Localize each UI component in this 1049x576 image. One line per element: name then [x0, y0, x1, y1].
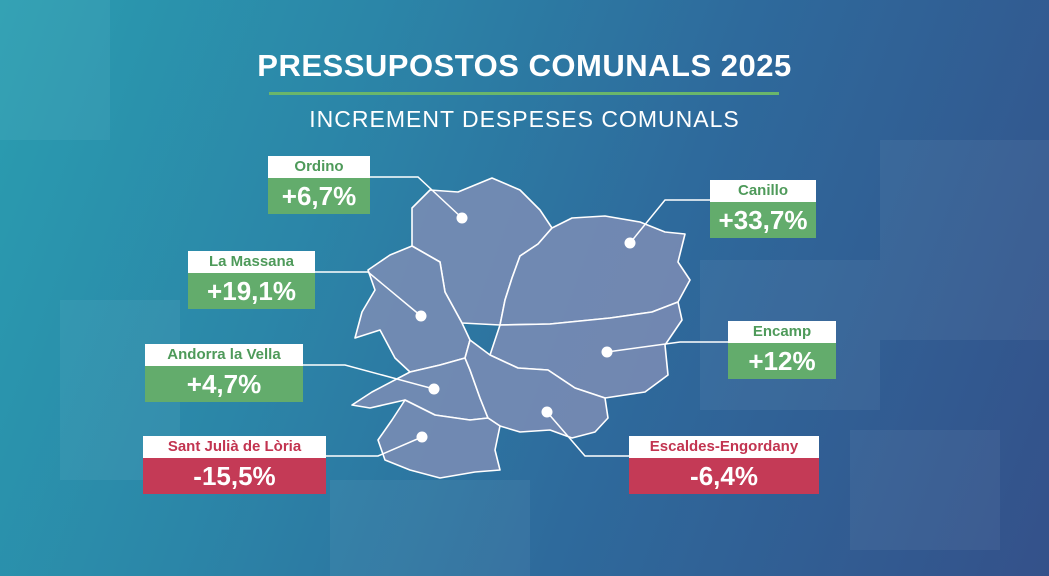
parish-name: Escaldes-Engordany	[629, 436, 819, 458]
leader-line-andorra-la-vella	[303, 364, 435, 390]
parish-name: Sant Julià de Lòria	[143, 436, 326, 458]
parish-name: Ordino	[268, 156, 370, 178]
change-value: +4,7%	[145, 366, 303, 402]
location-dot-la-massana	[415, 310, 427, 322]
change-value: +33,7%	[710, 202, 816, 238]
location-dot-encamp	[601, 346, 613, 358]
label-la-massana[interactable]: La Massana +19,1%	[188, 251, 315, 309]
parish-name: La Massana	[188, 251, 315, 273]
leader-line-escaldes-engordany	[546, 411, 629, 457]
leader-line-encamp	[606, 341, 728, 353]
label-sant-julia-de-loria[interactable]: Sant Julià de Lòria -15,5%	[143, 436, 326, 494]
parish-sant-julia-de-loria[interactable]	[377, 399, 501, 479]
parish-escaldes-engordany[interactable]	[464, 339, 609, 439]
page-title: PRESSUPOSTOS COMUNALS 2025	[257, 48, 792, 83]
label-escaldes-engordany[interactable]: Escaldes-Engordany -6,4%	[629, 436, 819, 494]
leader-line-ordino	[370, 176, 463, 219]
leader-line-la-massana	[315, 271, 422, 317]
parish-name: Canillo	[710, 180, 816, 202]
background-tile	[850, 430, 1000, 550]
leader-line-sant-julia-de-loria	[326, 436, 423, 457]
location-dot-andorra-la-vella	[428, 383, 440, 395]
parish-name: Encamp	[728, 321, 836, 343]
label-canillo[interactable]: Canillo +33,7%	[710, 180, 816, 238]
title-divider	[269, 92, 779, 95]
background-tile	[0, 0, 110, 140]
location-dot-ordino	[456, 212, 468, 224]
change-value: -15,5%	[143, 458, 326, 494]
label-encamp[interactable]: Encamp +12%	[728, 321, 836, 379]
change-value: +12%	[728, 343, 836, 379]
location-dot-escaldes-engordany	[541, 406, 553, 418]
location-dot-canillo	[624, 237, 636, 249]
label-andorra-la-vella[interactable]: Andorra la Vella +4,7%	[145, 344, 303, 402]
background-tile	[330, 480, 530, 576]
parish-name: Andorra la Vella	[145, 344, 303, 366]
change-value: -6,4%	[629, 458, 819, 494]
leader-line-canillo	[629, 199, 710, 244]
label-ordino[interactable]: Ordino +6,7%	[268, 156, 370, 214]
background-tile	[880, 140, 1049, 340]
location-dot-sant-julia-de-loria	[416, 431, 428, 443]
page-subtitle: INCREMENT DESPESES COMUNALS	[309, 106, 740, 132]
change-value: +6,7%	[268, 178, 370, 214]
change-value: +19,1%	[188, 273, 315, 309]
